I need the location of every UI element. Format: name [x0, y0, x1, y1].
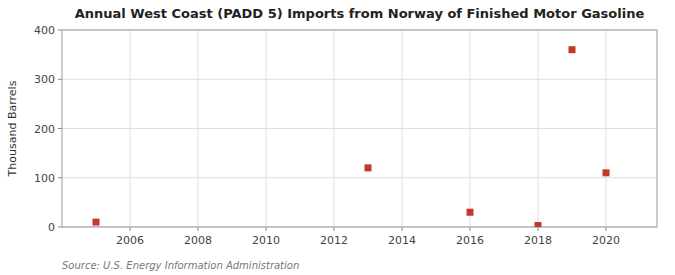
x-grid-line [538, 30, 539, 227]
source-note: Source: U.S. Energy Information Administ… [62, 260, 299, 271]
x-tick-label: 2016 [456, 234, 484, 247]
points [93, 46, 610, 227]
chart-container: Annual West Coast (PADD 5) Imports from … [0, 0, 675, 275]
x-tick [402, 227, 403, 231]
x-grid-line [402, 30, 403, 227]
grid [62, 30, 657, 227]
x-tick [538, 227, 539, 231]
axes: 0 100 200 300 400 2006 2008 2010 2012 2014 2016 201… [34, 24, 657, 247]
point [569, 46, 576, 53]
x-grid-line [266, 30, 267, 227]
y-tick-label: 200 [34, 123, 55, 136]
y-grid-line [62, 177, 657, 178]
x-tick [198, 227, 199, 231]
x-tick-label: 2010 [252, 234, 280, 247]
point [365, 164, 372, 171]
y-tick [58, 30, 62, 31]
y-tick-label: 400 [34, 24, 55, 37]
point [93, 219, 100, 226]
y-grid-line [62, 79, 657, 80]
y-axis-label: Thousand Barrels [6, 80, 19, 177]
x-tick-label: 2008 [184, 234, 212, 247]
x-grid-line [470, 30, 471, 227]
x-grid-line [606, 30, 607, 227]
x-grid-line [198, 30, 199, 227]
y-tick [58, 227, 62, 228]
x-tick [130, 227, 131, 231]
x-tick-label: 2018 [524, 234, 552, 247]
point [603, 169, 610, 176]
x-grid-line [130, 30, 131, 227]
y-tick [58, 177, 62, 178]
x-tick-label: 2012 [320, 234, 348, 247]
x-tick-label: 2006 [116, 234, 144, 247]
x-tick [334, 227, 335, 231]
x-tick-label: 2014 [388, 234, 416, 247]
x-tick [266, 227, 267, 231]
point [535, 222, 542, 227]
y-tick-label: 300 [34, 73, 55, 86]
chart: Annual West Coast (PADD 5) Imports from … [0, 0, 675, 275]
x-tick [470, 227, 471, 231]
x-tick [606, 227, 607, 231]
point [467, 209, 474, 216]
y-tick-label: 100 [34, 172, 55, 185]
y-tick [58, 128, 62, 129]
y-tick [58, 79, 62, 80]
title: Annual West Coast (PADD 5) Imports from … [75, 6, 645, 21]
y-grid-line [62, 128, 657, 129]
x-grid-line [334, 30, 335, 227]
y-tick-label: 0 [48, 221, 55, 234]
plot-frame [62, 30, 657, 227]
x-tick-label: 2020 [592, 234, 620, 247]
